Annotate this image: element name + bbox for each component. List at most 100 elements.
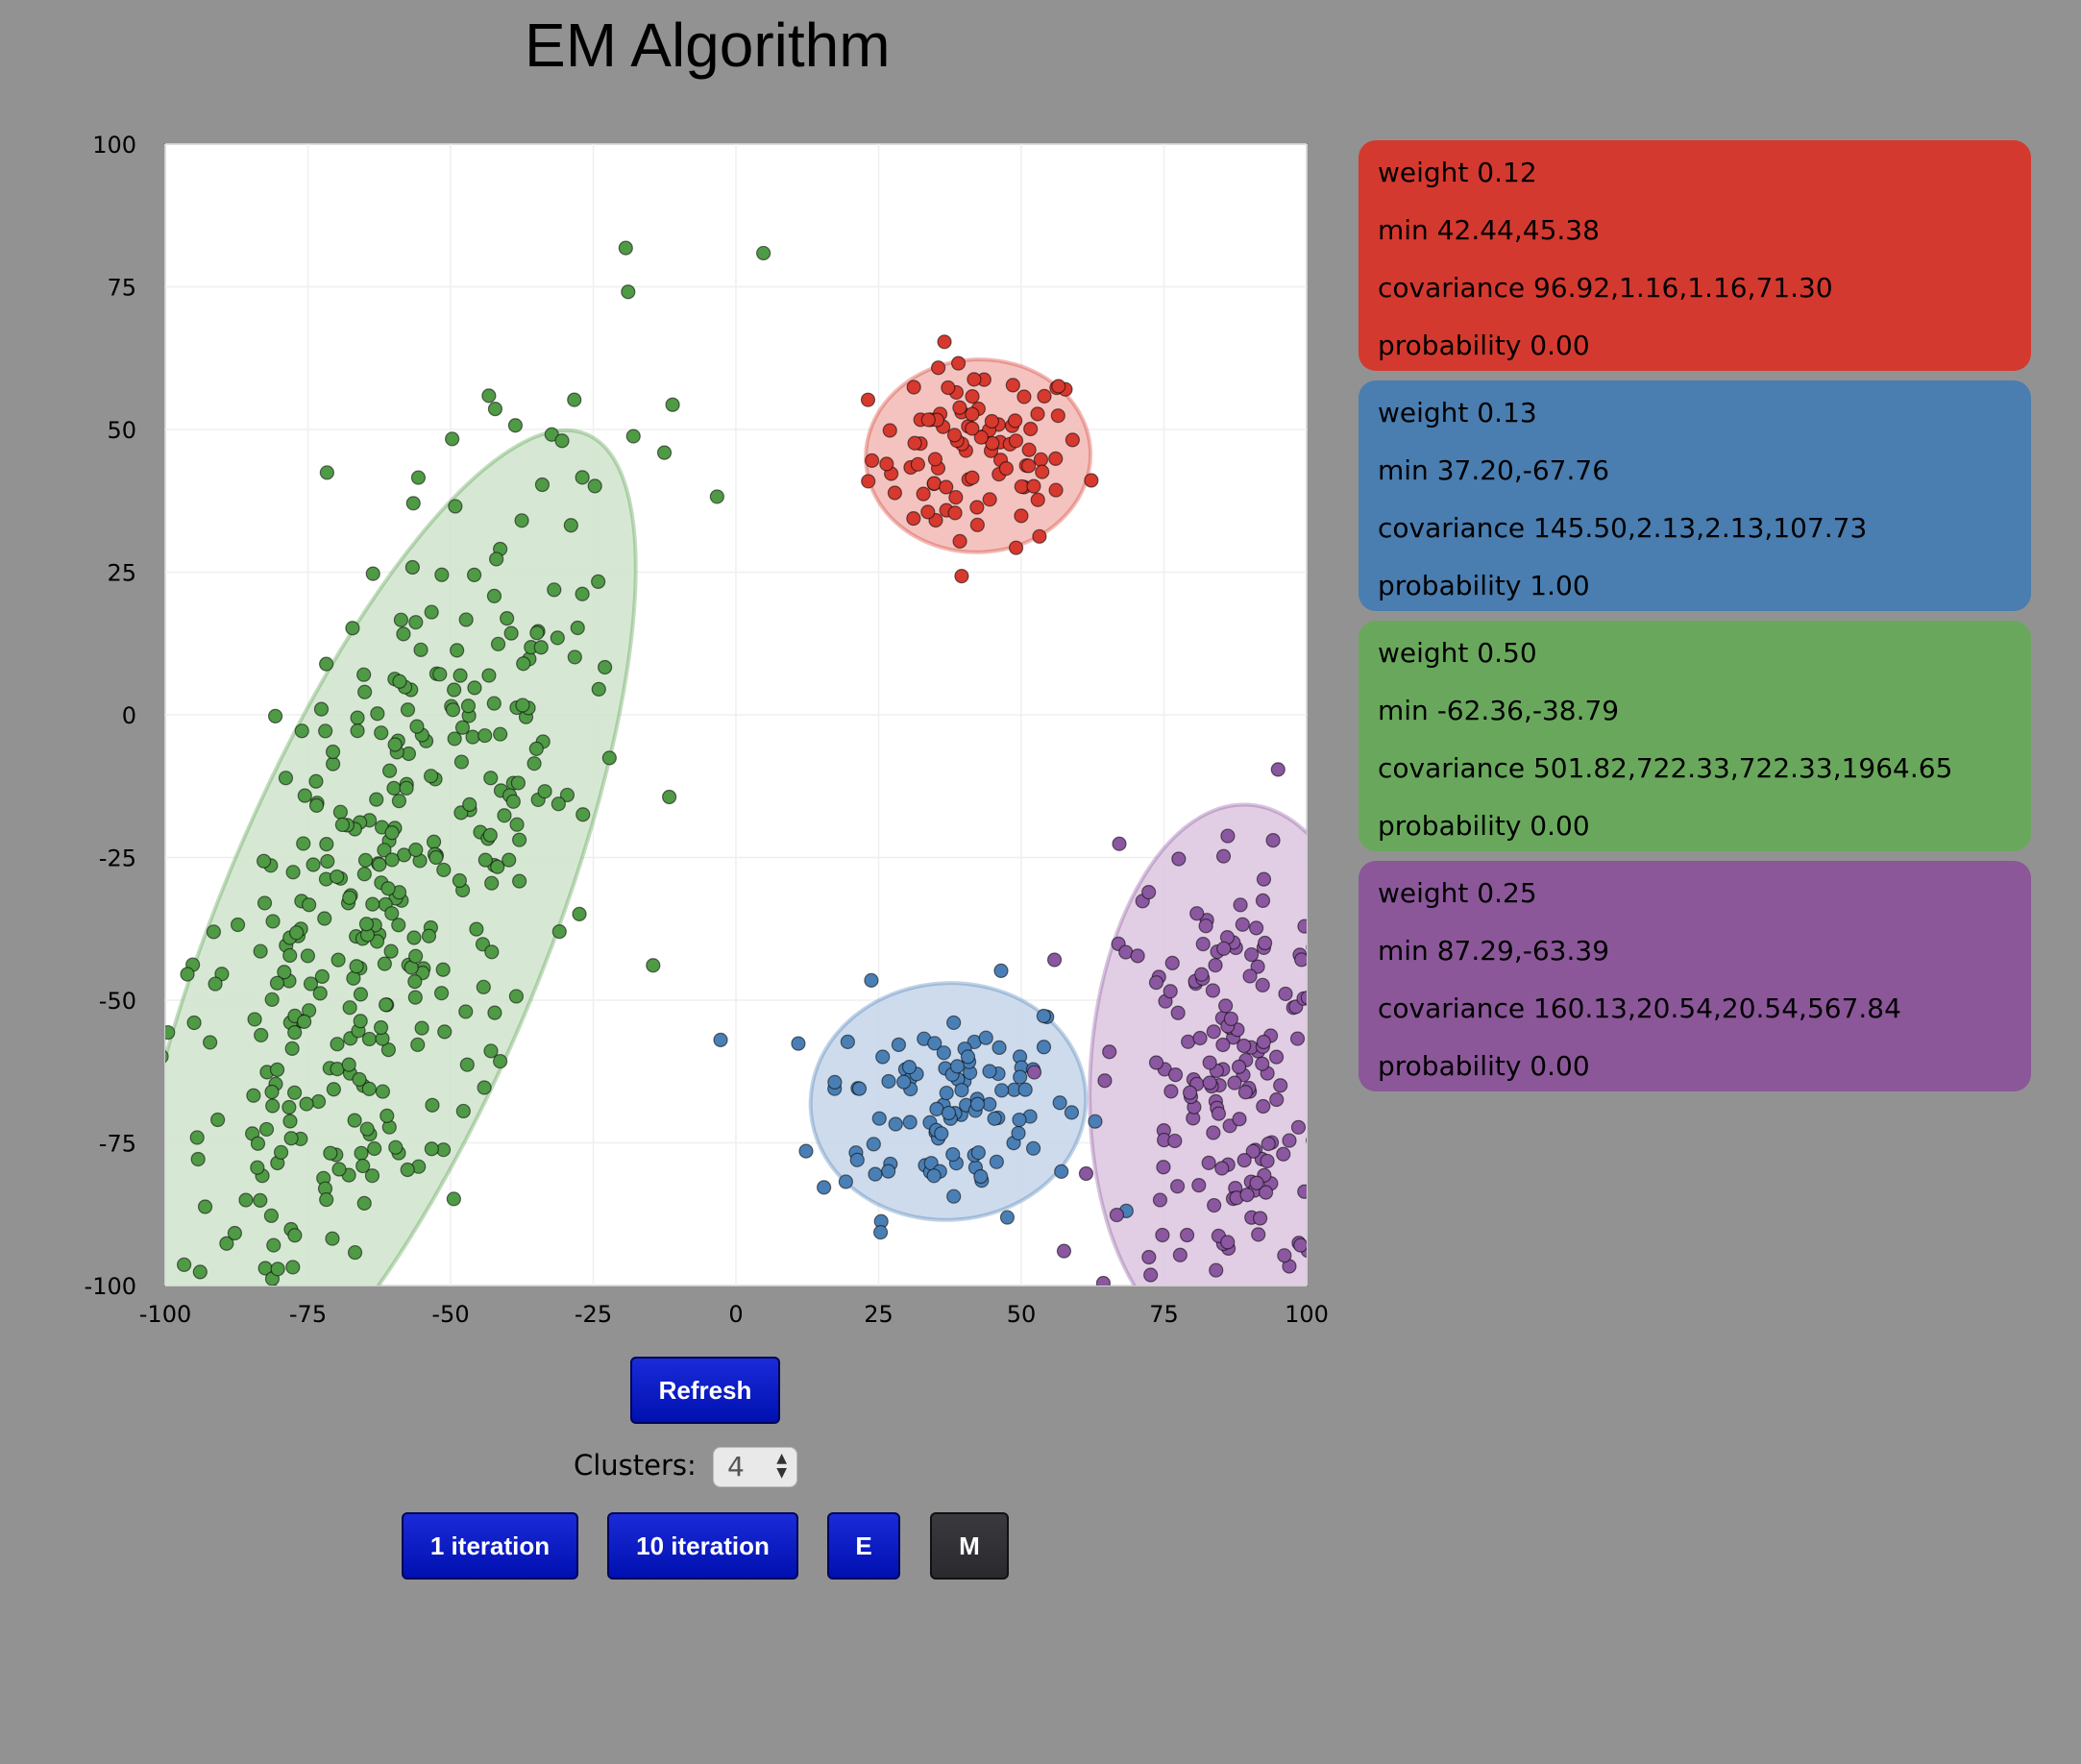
data-point [273, 1144, 289, 1160]
data-point [466, 567, 482, 582]
data-point [269, 975, 285, 991]
data-point [1021, 458, 1037, 474]
data-point [1251, 1227, 1266, 1242]
data-point [949, 1059, 966, 1074]
data-point [591, 681, 606, 697]
data-point [1207, 1197, 1222, 1213]
data-point [410, 1037, 426, 1052]
data-point [165, 1050, 169, 1064]
data-point [926, 1168, 942, 1184]
ten-iteration-button[interactable]: 10 iteration [607, 1512, 798, 1580]
data-point [406, 930, 422, 945]
data-point [1143, 1267, 1159, 1283]
covariance-text: covariance 160.13,20.54,20.54,567.84 [1378, 992, 1901, 1024]
x-tick-label: 0 [728, 1301, 743, 1328]
data-point [331, 1162, 347, 1177]
data-point [1258, 935, 1273, 951]
data-point [381, 763, 398, 778]
data-point [379, 997, 394, 1013]
data-point [1102, 1044, 1117, 1060]
data-point [482, 827, 498, 843]
data-point [570, 620, 585, 636]
data-point [534, 477, 551, 493]
data-point [547, 582, 562, 598]
data-point [493, 726, 508, 742]
data-point [379, 1108, 395, 1123]
data-point [285, 865, 301, 880]
data-point [1036, 1008, 1051, 1024]
data-point [1097, 1073, 1113, 1089]
data-point [920, 412, 936, 428]
data-point [1237, 1085, 1253, 1100]
data-point [288, 925, 305, 941]
data-point [308, 797, 325, 813]
data-point [978, 1030, 993, 1045]
data-point [286, 1085, 303, 1100]
clusters-stepper[interactable]: 4 ▲ ▼ [713, 1447, 797, 1487]
y-tick-label: 75 [107, 275, 136, 302]
stepper-arrows-icon[interactable]: ▲ ▼ [776, 1451, 787, 1481]
data-point [1167, 1133, 1183, 1149]
data-point [973, 1168, 989, 1185]
data-point [1236, 1038, 1252, 1054]
data-point [1131, 1288, 1144, 1302]
data-point [1300, 990, 1307, 1005]
data-point [1338, 923, 1345, 937]
data-point [219, 1236, 234, 1251]
scatter-plot[interactable]: -100 -75 -50 -25 0 25 50 75 100 -100 -75 -50 -25 0 25 5… [0, 0, 1345, 1345]
data-point [392, 674, 407, 689]
data-point [1227, 1075, 1242, 1090]
data-point [258, 1121, 275, 1138]
data-point [1250, 959, 1265, 974]
data-point [413, 642, 428, 657]
data-point [1318, 1114, 1332, 1127]
refresh-button[interactable]: Refresh [630, 1357, 780, 1424]
data-point [283, 1131, 299, 1146]
data-point [920, 504, 936, 520]
data-point [937, 334, 952, 350]
data-point [356, 1195, 372, 1211]
data-point [257, 895, 273, 911]
data-point [1033, 452, 1049, 467]
data-point [1167, 1067, 1184, 1083]
data-point [1256, 871, 1272, 887]
data-point [1239, 1187, 1255, 1203]
data-point [177, 1257, 192, 1272]
y-tick-label: -50 [99, 988, 136, 1015]
data-point [872, 1224, 889, 1240]
e-step-button[interactable]: E [827, 1512, 900, 1580]
data-point [1313, 1059, 1327, 1072]
probability-text: probability 0.00 [1378, 330, 1590, 361]
data-point [865, 453, 880, 468]
data-point [1242, 968, 1258, 984]
data-point [407, 990, 423, 1005]
data-point [446, 1191, 461, 1207]
data-point [1270, 762, 1285, 777]
data-point [1141, 884, 1157, 900]
data-point [1293, 1237, 1307, 1253]
data-point [1330, 1294, 1343, 1308]
data-point [939, 1085, 954, 1101]
data-point [180, 967, 195, 982]
data-point [405, 496, 421, 511]
data-point [1036, 1040, 1052, 1055]
data-point [387, 737, 403, 752]
data-point [393, 612, 409, 627]
data-point [230, 917, 246, 933]
data-point [1011, 1125, 1026, 1141]
data-point [361, 1081, 377, 1096]
data-point [946, 428, 963, 443]
x-tick-label: -75 [289, 1301, 327, 1328]
data-point [756, 245, 771, 261]
data-point [1194, 967, 1210, 982]
data-point [483, 771, 499, 786]
data-point [460, 698, 477, 714]
min-text: min 37.20,-67.76 [1378, 454, 1610, 486]
cluster-panels: weight 0.12 min 42.44,45.38 covariance 9… [1359, 140, 2031, 1101]
data-point [902, 1115, 918, 1130]
one-iteration-button[interactable]: 1 iteration [402, 1512, 578, 1580]
data-point [598, 659, 613, 675]
m-step-button[interactable]: M [930, 1512, 1009, 1580]
data-point [484, 944, 500, 960]
data-point [1337, 824, 1345, 838]
